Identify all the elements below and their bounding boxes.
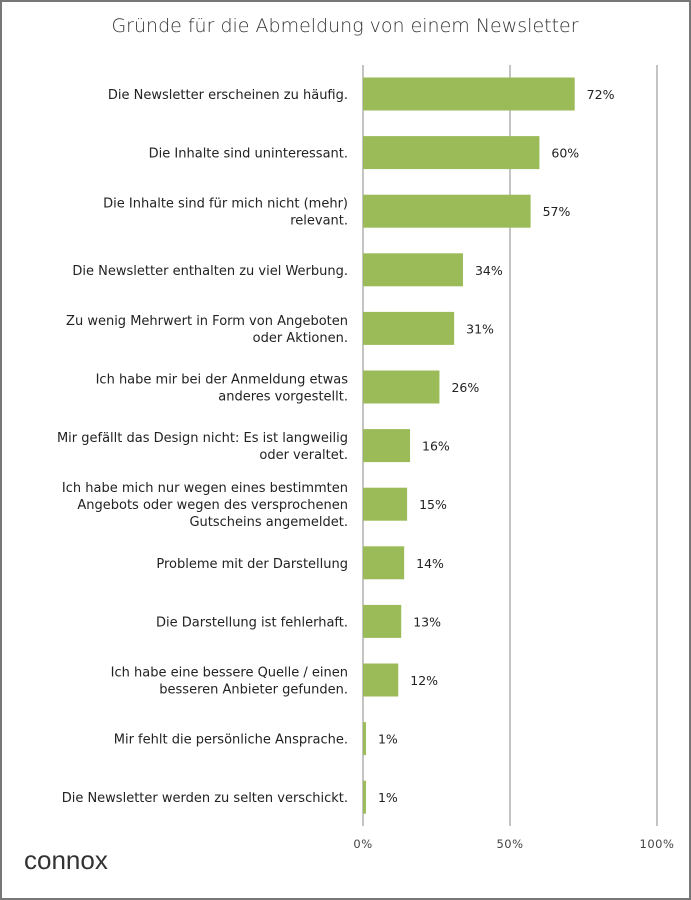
data-label: 57%: [543, 204, 571, 219]
category-label: Mir gefällt das Design nicht: Es ist lan…: [57, 431, 348, 463]
category-label: Probleme mit der Darstellung: [156, 557, 348, 572]
category-label-line: Mir gefällt das Design nicht: Es ist lan…: [57, 431, 348, 446]
category-label: Die Newsletter erscheinen zu häufig.: [108, 88, 348, 103]
data-label: 13%: [413, 614, 441, 629]
category-label: Die Inhalte sind uninteressant.: [149, 147, 348, 162]
category-label-line: Mir fehlt die persönliche Ansprache.: [114, 733, 348, 748]
data-label: 1%: [378, 732, 398, 747]
bar: [363, 77, 575, 111]
category-label: Zu wenig Mehrwert in Form von Angeboten o…: [66, 314, 348, 346]
category-label-line: Die Inhalte sind für mich nicht (mehr): [103, 197, 348, 212]
bar: [363, 311, 455, 345]
bar: [363, 429, 411, 463]
category-label-line: Die Inhalte sind uninteressant.: [149, 147, 348, 162]
bar: [363, 663, 399, 697]
category-label-line: oder veraltet.: [259, 448, 348, 463]
category-label: Die Darstellung ist fehlerhaft.: [156, 615, 348, 630]
data-label: 14%: [416, 556, 444, 571]
category-label-line: Ich habe eine bessere Quelle / einen: [111, 666, 348, 681]
category-label-line: Ich habe mich nur wegen eines bestimmten: [62, 481, 348, 496]
x-tick-label: 50%: [496, 837, 523, 851]
category-label: Ich habe mich nur wegen eines bestimmten…: [62, 481, 348, 530]
data-label: 72%: [587, 87, 615, 102]
bar: [363, 136, 540, 170]
data-label: 1%: [378, 790, 398, 805]
category-label-line: Die Newsletter erscheinen zu häufig.: [108, 88, 348, 103]
bar: [363, 194, 531, 228]
data-label: 15%: [419, 497, 447, 512]
category-label: Mir fehlt die persönliche Ansprache.: [114, 733, 348, 748]
data-label: 34%: [475, 263, 503, 278]
chart-title: Gründe für die Abmeldung von einem Newsl…: [111, 15, 578, 37]
category-label-line: anderes vorgestellt.: [218, 390, 348, 405]
bar: [363, 487, 408, 521]
category-label-line: relevant.: [290, 214, 348, 229]
connox-logo: connox: [24, 845, 108, 875]
x-tick-label: 100%: [640, 837, 675, 851]
bar: [363, 370, 440, 404]
category-label: Ich habe eine bessere Quelle / einen bess…: [111, 666, 348, 698]
category-label: Die Newsletter werden zu selten verschic…: [62, 791, 348, 806]
data-label: 60%: [551, 146, 579, 161]
category-label-line: Probleme mit der Darstellung: [156, 557, 348, 572]
data-label: 26%: [451, 380, 479, 395]
category-label: Die Inhalte sind für mich nicht (mehr) re…: [103, 197, 348, 229]
bar: [363, 253, 463, 287]
bar: [363, 722, 366, 756]
bar: [363, 546, 405, 580]
category-label: Ich habe mir bei der Anmeldung etwas ande…: [96, 373, 349, 405]
data-label: 31%: [466, 321, 494, 336]
bar: [363, 780, 366, 814]
category-label-line: Ich habe mir bei der Anmeldung etwas: [96, 373, 349, 388]
category-label-line: Die Darstellung ist fehlerhaft.: [156, 615, 348, 630]
category-label-line: besseren Anbieter gefunden.: [159, 683, 348, 698]
category-label: Die Newsletter enthalten zu viel Werbung…: [72, 264, 348, 279]
category-label-line: Die Newsletter enthalten zu viel Werbung…: [72, 264, 348, 279]
bar: [363, 604, 402, 638]
category-label-line: Die Newsletter werden zu selten verschic…: [62, 791, 348, 806]
category-label-line: Zu wenig Mehrwert in Form von Angeboten: [66, 314, 348, 329]
data-label: 12%: [410, 673, 438, 688]
category-label-line: Angebots oder wegen des versprochenen: [77, 498, 348, 513]
x-tick-label: 0%: [353, 837, 372, 851]
data-label: 16%: [422, 439, 450, 454]
category-label-line: Gutscheins angemeldet.: [189, 515, 348, 530]
category-label-line: oder Aktionen.: [253, 331, 348, 346]
